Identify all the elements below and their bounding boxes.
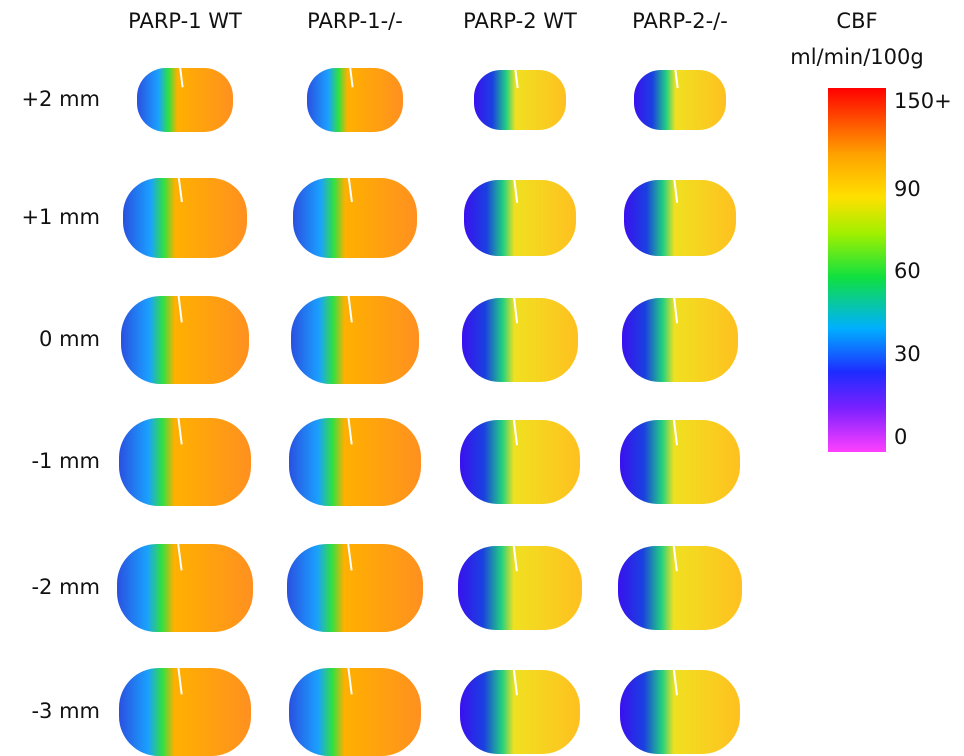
row-label: -2 mm bbox=[31, 575, 100, 599]
midline bbox=[177, 295, 183, 323]
colorbar-label: 30 bbox=[894, 342, 921, 366]
brain-slice bbox=[618, 546, 742, 630]
midline bbox=[513, 179, 519, 203]
midline bbox=[513, 419, 518, 446]
colorbar-label: 0 bbox=[894, 425, 907, 449]
brain-slice bbox=[624, 180, 736, 256]
midline bbox=[673, 669, 678, 696]
brain-slice bbox=[291, 296, 419, 384]
row-label: -3 mm bbox=[31, 699, 100, 723]
colorbar bbox=[828, 88, 886, 452]
midline bbox=[349, 67, 354, 88]
midline bbox=[347, 417, 353, 445]
midline bbox=[513, 297, 519, 324]
midline bbox=[513, 669, 518, 696]
brain-slice bbox=[137, 68, 233, 132]
colorbar-label: 60 bbox=[894, 259, 921, 283]
brain-slice bbox=[123, 178, 247, 258]
column-header: PARP-2-/- bbox=[632, 9, 728, 33]
brain-slice bbox=[474, 70, 566, 130]
brain-slice bbox=[458, 546, 582, 630]
midline bbox=[672, 545, 678, 572]
column-header: PARP-1 WT bbox=[128, 9, 242, 33]
midline bbox=[179, 67, 184, 88]
midline bbox=[673, 419, 678, 446]
midline bbox=[177, 417, 183, 445]
midline bbox=[673, 179, 679, 203]
midline bbox=[674, 69, 679, 89]
midline bbox=[177, 543, 183, 571]
brain-slice bbox=[121, 296, 249, 384]
column-header: PARP-2 WT bbox=[463, 9, 577, 33]
midline bbox=[347, 177, 353, 203]
midline bbox=[177, 177, 183, 203]
colorbar-title: CBF bbox=[836, 9, 877, 33]
brain-slice bbox=[634, 70, 726, 130]
brain-slice bbox=[287, 544, 423, 632]
brain-slice bbox=[119, 418, 251, 506]
row-label: 0 mm bbox=[39, 327, 100, 351]
brain-slice bbox=[289, 668, 421, 756]
brain-slice bbox=[464, 180, 576, 256]
colorbar-label: 150+ bbox=[894, 89, 952, 113]
brain-slice bbox=[117, 544, 253, 632]
midline bbox=[347, 295, 353, 323]
midline bbox=[177, 667, 183, 695]
colorbar-unit: ml/min/100g bbox=[790, 45, 923, 69]
row-label: -1 mm bbox=[31, 449, 100, 473]
brain-slice bbox=[289, 418, 421, 506]
colorbar-label: 90 bbox=[894, 177, 921, 201]
brain-slice bbox=[460, 420, 580, 504]
brain-slice bbox=[119, 668, 251, 756]
row-label: +2 mm bbox=[21, 87, 100, 111]
midline bbox=[512, 545, 518, 572]
brain-slice bbox=[460, 670, 580, 754]
brain-slice bbox=[462, 298, 578, 382]
brain-slice bbox=[293, 178, 417, 258]
midline bbox=[514, 69, 519, 89]
brain-slice bbox=[620, 420, 740, 504]
brain-slice bbox=[307, 68, 403, 132]
brain-slice bbox=[620, 670, 740, 754]
midline bbox=[347, 543, 353, 571]
midline bbox=[347, 667, 353, 695]
row-label: +1 mm bbox=[21, 205, 100, 229]
brain-slice bbox=[622, 298, 738, 382]
midline bbox=[673, 297, 679, 324]
column-header: PARP-1-/- bbox=[307, 9, 403, 33]
